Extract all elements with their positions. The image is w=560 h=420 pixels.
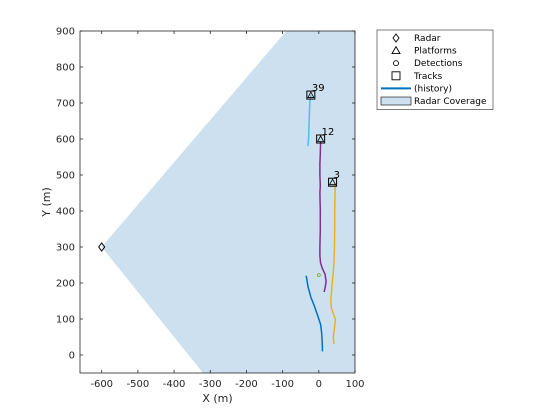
legend-marker-detections [393,60,399,67]
detection-marker-0 [316,273,321,277]
legend: Radar Platforms Detections Tracks (history) R… [376,29,494,110]
legend-label-radar-coverage: Radar Coverage [414,97,487,107]
platform-marker-3 [328,178,337,186]
plot-inner [101,31,355,373]
y-tick-label-500: 500 [56,171,75,182]
legend-label-radar: Radar [414,34,441,44]
track-marker-12 [316,134,326,144]
x-tick-label--400: -400 [163,379,186,390]
radar-marker [98,242,106,252]
legend-label-history: (history) [414,84,452,94]
y-tick-label-800: 800 [56,63,75,74]
y-tick-label-400: 400 [56,207,75,218]
track-history-line-0 [305,275,324,352]
track-history-line-2 [319,141,327,293]
platform-marker-39 [307,91,315,98]
plot-area: 39 12 3 -600 -500 -400 -300 -200 -100 0 100 0 100 200… [40,27,365,406]
track-history-line-3 [330,183,337,345]
legend-marker-radar [392,33,400,43]
track-marker-3 [328,177,338,187]
track-label-39: 39 [312,83,325,94]
track-marker-39 [306,90,316,100]
platform-marker-12 [316,135,325,142]
legend-marker-radar-coverage [380,96,412,106]
axes-box [79,30,356,374]
legend-label-tracks: Tracks [413,72,443,82]
x-tick-label--100: -100 [271,379,294,390]
x-axis-label: X (m) [202,392,232,405]
y-tick-label-200: 200 [56,279,75,290]
y-tick-label-300: 300 [56,243,75,254]
x-tick-label--600: -600 [90,379,113,390]
legend-label-platforms: Platforms [414,47,457,57]
track-history-line-1 [307,94,312,147]
legend-box [376,29,494,110]
y-tick-label-600: 600 [56,135,75,146]
x-tick-label--200: -200 [235,379,258,390]
y-tick-label-900: 900 [56,27,75,38]
legend-label-detections: Detections [414,59,463,69]
y-tick-label-100: 100 [56,315,75,326]
y-tick-label-700: 700 [56,99,75,110]
x-tick-label--500: -500 [127,379,150,390]
y-axis-label: Y (m) [40,187,53,218]
legend-marker-tracks [391,71,401,81]
track-label-12: 12 [322,127,335,138]
x-tick-label-0: 0 [316,379,322,390]
y-tick-label-0: 0 [69,351,75,362]
legend-marker-platforms [391,45,401,55]
radar-coverage-area [101,31,355,373]
x-tick-label-100: 100 [345,379,364,390]
x-tick-label--300: -300 [199,379,222,390]
track-label-3: 3 [334,170,340,181]
